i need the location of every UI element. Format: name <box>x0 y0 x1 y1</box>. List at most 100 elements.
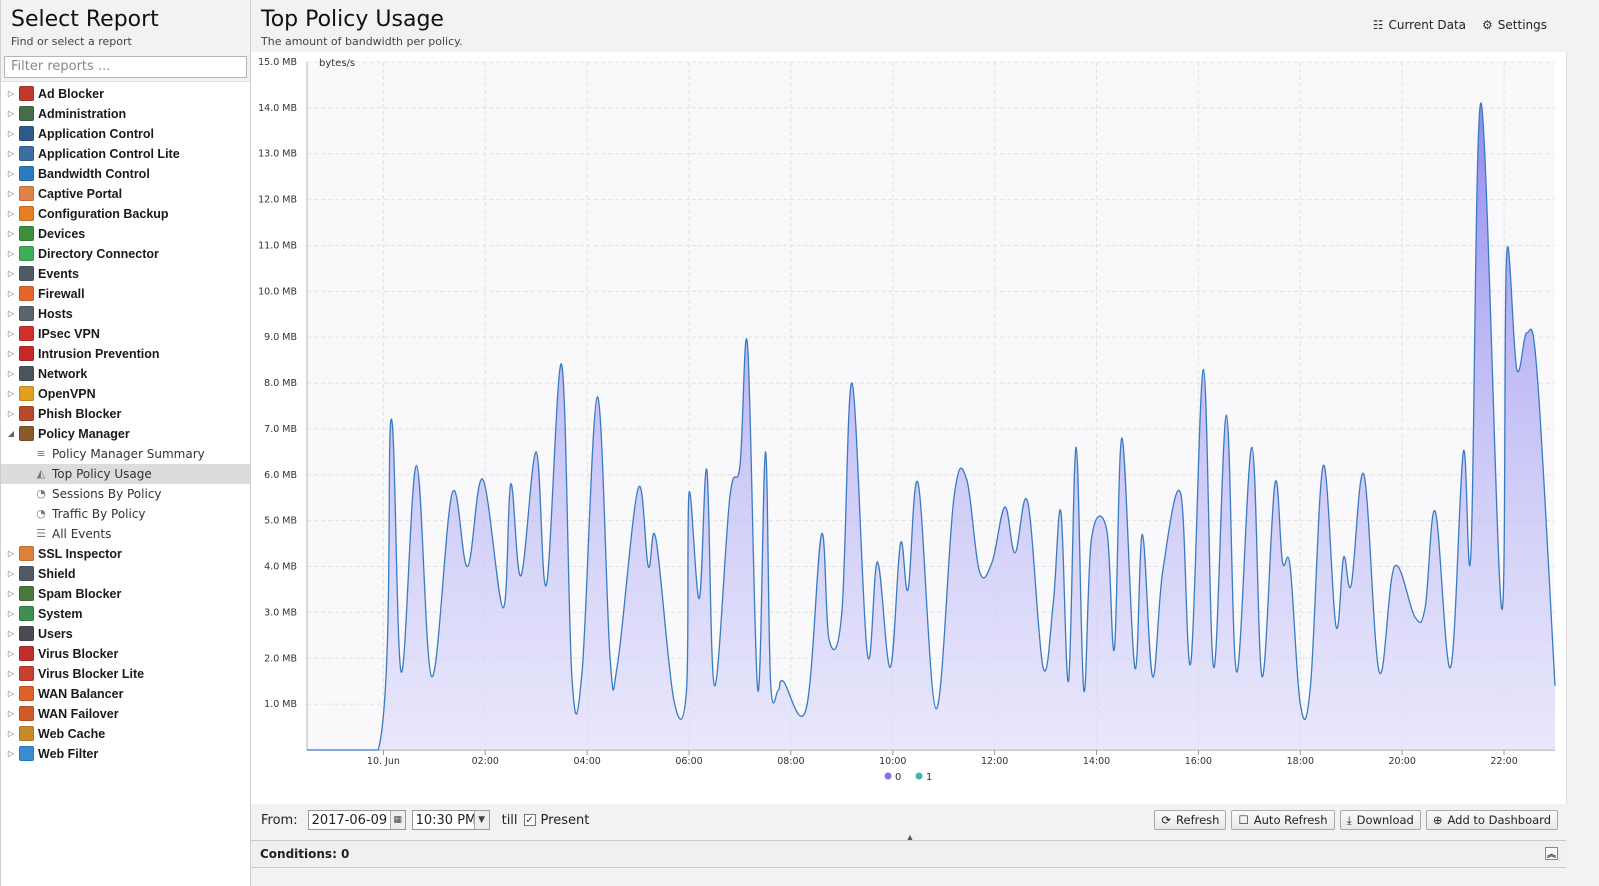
tree-category-shield[interactable]: ▷ Shield <box>1 564 250 584</box>
triangle-right-icon[interactable]: ▷ <box>7 229 15 238</box>
legend-marker-0 <box>884 772 892 780</box>
filter-wrap <box>1 52 250 82</box>
pie-chart-icon: ◔ <box>36 487 46 500</box>
tree-category-policy-manager[interactable]: ◢ Policy Manager <box>1 424 250 444</box>
conditions-bar[interactable]: Conditions: 0 ︽ <box>251 840 1566 868</box>
triangle-right-icon[interactable]: ▷ <box>7 549 15 558</box>
triangle-right-icon[interactable]: ▷ <box>7 269 15 278</box>
filter-reports-input[interactable] <box>4 55 247 78</box>
tree-category-bandwidth-control[interactable]: ▷ Bandwidth Control <box>1 164 250 184</box>
tree-category-web-cache[interactable]: ▷ Web Cache <box>1 724 250 744</box>
tree-category-firewall[interactable]: ▷ Firewall <box>1 284 250 304</box>
triangle-right-icon[interactable]: ▷ <box>7 669 15 678</box>
triangle-right-icon[interactable]: ▷ <box>7 709 15 718</box>
triangle-right-icon[interactable]: ▷ <box>7 189 15 198</box>
tree-category-wan-failover[interactable]: ▷ WAN Failover <box>1 704 250 724</box>
tree-category-label: Network <box>38 366 88 381</box>
triangle-right-icon[interactable]: ▷ <box>7 629 15 638</box>
tree-category-application-control-lite[interactable]: ▷ Application Control Lite <box>1 144 250 164</box>
tree-category-ssl-inspector[interactable]: ▷ SSL Inspector <box>1 544 250 564</box>
triangle-right-icon[interactable]: ▷ <box>7 309 15 318</box>
text-lines-icon: ≡ <box>36 447 46 460</box>
settings-button[interactable]: ⚙ Settings <box>1482 18 1547 32</box>
tree-category-label: Configuration Backup <box>38 206 169 221</box>
from-date-field[interactable]: 2017-06-09 ▦ <box>307 810 406 830</box>
tree-category-intrusion-prevention[interactable]: ▷ Intrusion Prevention <box>1 344 250 364</box>
triangle-right-icon[interactable]: ▷ <box>7 249 15 258</box>
tree-category-directory-connector[interactable]: ▷ Directory Connector <box>1 244 250 264</box>
triangle-down-icon[interactable]: ◢ <box>7 429 15 438</box>
triangle-right-icon[interactable]: ▷ <box>7 329 15 338</box>
tree-category-spam-blocker[interactable]: ▷ Spam Blocker <box>1 584 250 604</box>
tree-report-top-policy-usage[interactable]: ◭ Top Policy Usage <box>1 463 250 484</box>
tree-category-users[interactable]: ▷ Users <box>1 624 250 644</box>
tree-category-label: OpenVPN <box>38 386 96 401</box>
triangle-right-icon[interactable]: ▷ <box>7 569 15 578</box>
tree-category-label: Captive Portal <box>38 186 123 201</box>
tree-category-openvpn[interactable]: ▷ OpenVPN <box>1 384 250 404</box>
tree-category-captive-portal[interactable]: ▷ Captive Portal <box>1 184 250 204</box>
download-button[interactable]: ⤓ Download <box>1339 810 1421 830</box>
tree-category-ad-blocker[interactable]: ▷ Ad Blocker <box>1 84 250 104</box>
intrusion-prevention-icon <box>19 346 34 361</box>
triangle-right-icon[interactable]: ▷ <box>7 649 15 658</box>
refresh-button[interactable]: ⟳ Refresh <box>1154 810 1227 830</box>
tree-report-sessions-by-policy[interactable]: ◔ Sessions By Policy <box>1 484 250 504</box>
tree-category-virus-blocker-lite[interactable]: ▷ Virus Blocker Lite <box>1 664 250 684</box>
tree-category-application-control[interactable]: ▷ Application Control <box>1 124 250 144</box>
triangle-right-icon[interactable]: ▷ <box>7 729 15 738</box>
tree-category-devices[interactable]: ▷ Devices <box>1 224 250 244</box>
tree-report-all-events[interactable]: ☰ All Events <box>1 524 250 544</box>
triangle-right-icon[interactable]: ▷ <box>7 369 15 378</box>
triangle-right-icon[interactable]: ▷ <box>7 689 15 698</box>
chevron-up-icon[interactable]: ︽ <box>1545 847 1558 860</box>
tree-category-label: Hosts <box>38 306 73 321</box>
tree-category-system[interactable]: ▷ System <box>1 604 250 624</box>
tree-report-policy-manager-summary[interactable]: ≡ Policy Manager Summary <box>1 444 250 464</box>
triangle-right-icon[interactable]: ▷ <box>7 749 15 758</box>
legend-label-0: 0 <box>895 772 901 783</box>
x-tick-label: 22:00 <box>1490 756 1517 767</box>
triangle-right-icon[interactable]: ▷ <box>7 349 15 358</box>
triangle-right-icon[interactable]: ▷ <box>7 389 15 398</box>
splitter-handle[interactable]: ▲ <box>906 833 914 842</box>
add-to-dashboard-button[interactable]: ⊕ Add to Dashboard <box>1425 810 1558 830</box>
tree-category-label: WAN Failover <box>38 706 119 721</box>
from-time-field[interactable]: 10:30 PM ▼ <box>411 810 490 830</box>
tree-report-label: Policy Manager Summary <box>52 446 205 461</box>
tree-category-virus-blocker[interactable]: ▷ Virus Blocker <box>1 644 250 664</box>
tree-report-traffic-by-policy[interactable]: ◔ Traffic By Policy <box>1 504 250 524</box>
calendar-icon[interactable]: ▦ <box>389 811 405 829</box>
tree-category-label: Administration <box>38 106 127 121</box>
current-data-button[interactable]: ☷ Current Data <box>1373 18 1466 32</box>
tree-category-hosts[interactable]: ▷ Hosts <box>1 304 250 324</box>
present-checkbox[interactable]: ✓ <box>523 814 536 826</box>
bandwidth-control-icon <box>19 166 34 181</box>
triangle-right-icon[interactable]: ▷ <box>7 169 15 178</box>
triangle-right-icon[interactable]: ▷ <box>7 109 15 118</box>
tree-category-ipsec-vpn[interactable]: ▷ IPsec VPN <box>1 324 250 344</box>
triangle-right-icon[interactable]: ▷ <box>7 409 15 418</box>
auto-refresh-button[interactable]: ☐ Auto Refresh <box>1231 810 1335 830</box>
chevron-down-icon[interactable]: ▼ <box>473 811 489 829</box>
tree-category-wan-balancer[interactable]: ▷ WAN Balancer <box>1 684 250 704</box>
tree-category-label: Shield <box>38 566 76 581</box>
tree-category-phish-blocker[interactable]: ▷ Phish Blocker <box>1 404 250 424</box>
triangle-right-icon[interactable]: ▷ <box>7 129 15 138</box>
triangle-right-icon[interactable]: ▷ <box>7 149 15 158</box>
triangle-right-icon[interactable]: ▷ <box>7 209 15 218</box>
tree-category-label: Web Cache <box>38 726 106 741</box>
triangle-right-icon[interactable]: ▷ <box>7 89 15 98</box>
bandwidth-chart: 1.0 MB 2.0 MB 3.0 MB 4.0 MB 5.0 MB 6.0 MB 7.0 … <box>258 57 1556 783</box>
users-icon <box>19 626 34 641</box>
x-tick-label: 02:00 <box>472 756 499 767</box>
triangle-right-icon[interactable]: ▷ <box>7 609 15 618</box>
triangle-right-icon[interactable]: ▷ <box>7 589 15 598</box>
x-tick-label: 18:00 <box>1287 756 1314 767</box>
tree-category-web-filter[interactable]: ▷ Web Filter <box>1 744 250 764</box>
triangle-right-icon[interactable]: ▷ <box>7 289 15 298</box>
tree-category-configuration-backup[interactable]: ▷ Configuration Backup <box>1 204 250 224</box>
tree-category-network[interactable]: ▷ Network <box>1 364 250 384</box>
tree-category-events[interactable]: ▷ Events <box>1 264 250 284</box>
tree-category-administration[interactable]: ▷ Administration <box>1 104 250 124</box>
